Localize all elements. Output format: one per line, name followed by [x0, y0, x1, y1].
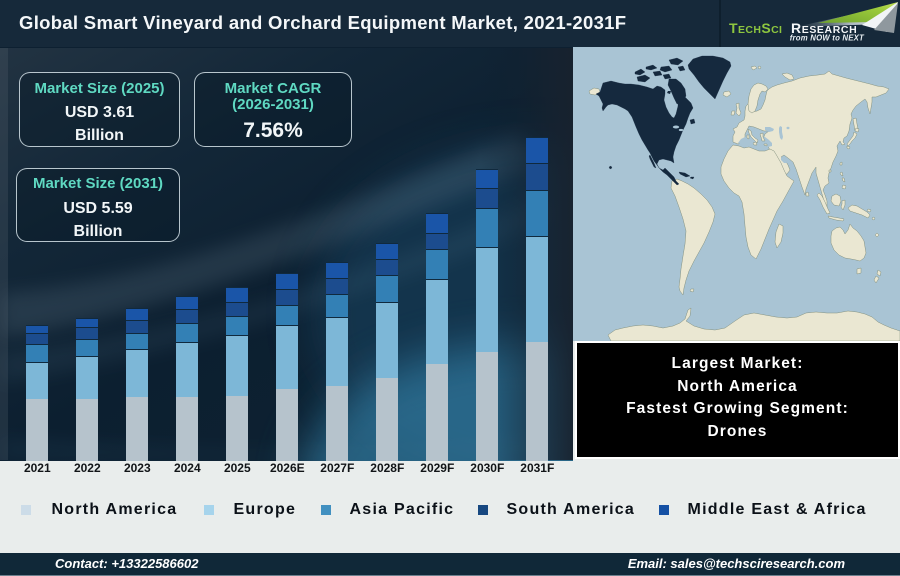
svg-text:RESEARCH: RESEARCH: [791, 20, 857, 36]
svg-text:from NOW to NEXT: from NOW to NEXT: [790, 34, 865, 43]
svg-text:TECHSCI: TECHSCI: [729, 20, 782, 36]
